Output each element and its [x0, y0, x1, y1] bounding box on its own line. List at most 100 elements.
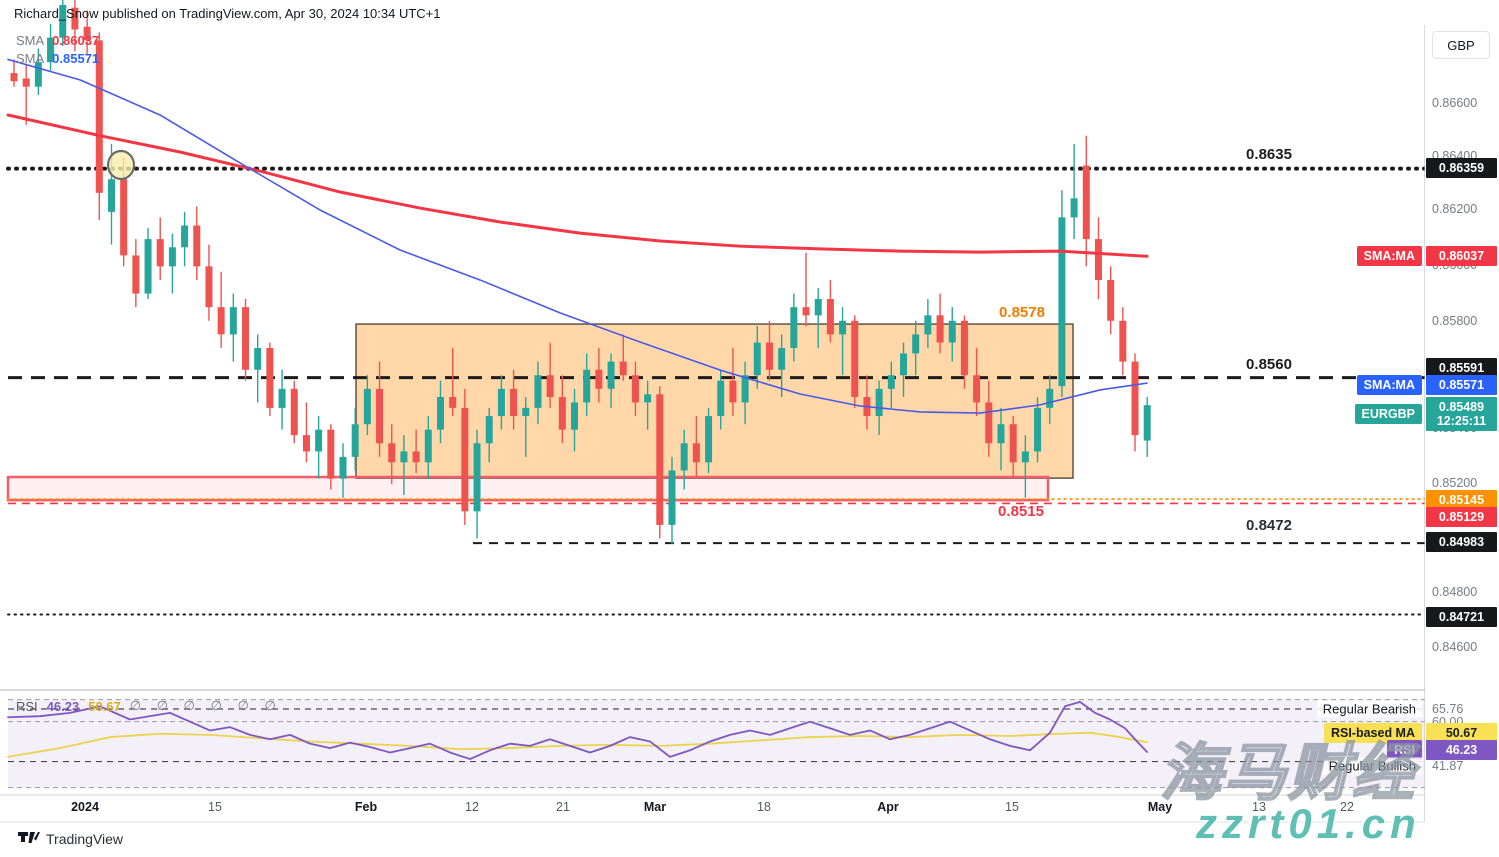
candle	[826, 279, 834, 343]
time-axis-tick: 18	[757, 800, 771, 814]
axis-value-badge: 0.86037	[1426, 246, 1497, 266]
candle	[1034, 396, 1042, 463]
axis-price-label: 0.84600	[1432, 640, 1478, 654]
candle	[680, 429, 688, 490]
candle	[717, 369, 725, 430]
publish-title: Richard_Snow published on TradingView.co…	[14, 6, 441, 21]
candle	[278, 369, 286, 430]
candle	[546, 342, 554, 408]
candle	[668, 456, 676, 544]
rsi-divergence-label: Regular Bullish	[1322, 757, 1422, 775]
candle	[449, 347, 457, 417]
axis-value-badge: 0.85571	[1426, 375, 1497, 395]
candle	[412, 429, 420, 474]
candle	[802, 252, 810, 327]
rsi-divergence-label: Regular Bearish	[1316, 700, 1422, 718]
candle	[1131, 353, 1139, 452]
time-axis-tick: Feb	[354, 800, 378, 814]
candle	[315, 416, 323, 479]
series-name-tag: RSI-based MA	[1323, 723, 1422, 743]
rsi-legend[interactable]: RSI 46.23 50.67 ∅ ∅ ∅ ∅ ∅ ∅	[16, 698, 282, 714]
time-axis-tick: 22	[1340, 800, 1354, 814]
series-name-tag: SMA:MA	[1356, 246, 1422, 266]
candle	[960, 315, 968, 389]
candle	[400, 435, 408, 495]
candle	[595, 347, 603, 403]
candle	[1143, 396, 1151, 457]
rsi-label: RSI	[16, 698, 38, 714]
candle	[59, 0, 67, 46]
candle	[741, 361, 749, 425]
axis-price-label: 41.87	[1432, 759, 1464, 773]
tradingview-logo[interactable]: TradingView	[18, 830, 123, 848]
candle	[619, 334, 627, 381]
price-level-label: 0.8515	[998, 503, 1044, 520]
candle	[1094, 217, 1102, 299]
candle	[912, 320, 920, 376]
candle	[948, 307, 956, 362]
candle	[753, 326, 761, 389]
rsi-value: 46.23	[46, 698, 80, 714]
candle	[10, 59, 18, 87]
candle	[1058, 190, 1066, 397]
series-name-tag: SMA:MA	[1356, 375, 1422, 395]
sma-50-legend-row[interactable]: SMA 0.85571	[16, 49, 99, 67]
candle	[376, 361, 384, 457]
axis-price-label: 0.85200	[1432, 476, 1478, 490]
price-level-label: 0.8472	[1246, 517, 1292, 534]
candle	[778, 334, 786, 397]
candle	[156, 217, 164, 280]
axis-value-badge: 0.84983	[1426, 532, 1497, 552]
rsi-ma-line	[7, 731, 1148, 758]
candle	[34, 48, 42, 95]
axis-price-label: 0.85800	[1432, 314, 1478, 328]
tradingview-logo-icon	[18, 832, 40, 843]
candle	[973, 347, 981, 417]
axis-value-badge: 0.85145	[1426, 490, 1497, 510]
price-level-label: 0.8578	[999, 304, 1045, 321]
axis-price-label: 0.86200	[1432, 202, 1478, 216]
candle	[656, 386, 664, 539]
tradingview-logo-text: TradingView	[46, 831, 124, 847]
candle	[47, 24, 55, 71]
candle	[254, 334, 262, 403]
axis-price-label: 65.76	[1432, 702, 1464, 716]
candle	[132, 239, 140, 308]
series-name-tag: EURGBP	[1354, 404, 1422, 424]
candle	[205, 244, 213, 321]
sma-200-legend-row[interactable]: SMA 0.86037	[16, 31, 99, 49]
candle	[814, 288, 822, 348]
candle	[266, 342, 274, 417]
candle	[644, 380, 652, 430]
candle	[571, 388, 579, 452]
candle	[510, 369, 518, 430]
time-axis-tick: May	[1147, 800, 1173, 814]
candle	[193, 206, 201, 280]
sma-50-label: SMA	[16, 50, 45, 66]
support-band	[6, 475, 1050, 502]
currency-toggle-button[interactable]: GBP	[1432, 31, 1490, 59]
candle	[1046, 375, 1054, 425]
price-level-label: 0.8560	[1246, 356, 1292, 373]
rsi-line	[7, 700, 1148, 760]
candle	[692, 416, 700, 479]
candle	[1082, 135, 1090, 267]
candle	[22, 64, 30, 125]
indicator-legend[interactable]: SMA 0.86037 SMA 0.85571	[16, 31, 99, 67]
axis-price-label: 0.86600	[1432, 96, 1478, 110]
candle	[839, 307, 847, 376]
candle	[1021, 435, 1029, 498]
candle	[1070, 143, 1078, 240]
candle	[339, 443, 347, 498]
candle	[765, 320, 773, 381]
time-axis-tick: 13	[1252, 800, 1266, 814]
candle	[181, 211, 189, 267]
sma-200-label: SMA	[16, 32, 45, 48]
candle	[290, 380, 298, 444]
time-axis-tick: 12	[465, 800, 479, 814]
candle	[168, 233, 176, 294]
axis-value-badge: 0.85129	[1426, 507, 1497, 527]
time-axis-tick: 15	[1005, 800, 1019, 814]
